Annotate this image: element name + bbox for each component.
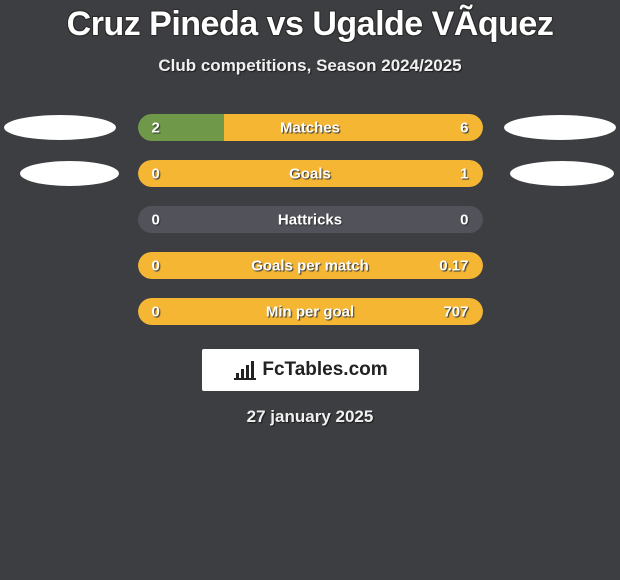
stat-bar: 0 0.17 Goals per match xyxy=(138,252,483,279)
stat-value-left: 0 xyxy=(152,303,160,320)
stat-bar: 2 6 Matches xyxy=(138,114,483,141)
bar-chart-icon xyxy=(232,359,258,381)
subtitle: Club competitions, Season 2024/2025 xyxy=(0,56,620,76)
team-badge-left xyxy=(20,161,119,186)
stat-value-left: 0 xyxy=(152,257,160,274)
team-badge-left xyxy=(4,115,116,140)
stat-value-left: 0 xyxy=(152,211,160,228)
stats-rows: 2 6 Matches 0 1 Goals 0 0 Hattricks 0 0.17 Goals pe… xyxy=(0,114,620,325)
logo-box: FcTables.com xyxy=(202,349,419,391)
stat-row: 0 707 Min per goal xyxy=(0,298,620,325)
stat-label: Min per goal xyxy=(266,303,354,320)
main-container: Cruz Pineda vs Ugalde VÃquez Club compet… xyxy=(0,0,620,427)
stat-row: 0 0 Hattricks xyxy=(0,206,620,233)
stat-value-left: 2 xyxy=(152,119,160,136)
stat-value-right: 0.17 xyxy=(439,257,468,274)
stat-label: Goals xyxy=(289,165,331,182)
logo-text: FcTables.com xyxy=(262,359,387,381)
stat-label: Goals per match xyxy=(251,257,369,274)
stat-row: 0 0.17 Goals per match xyxy=(0,252,620,279)
page-title: Cruz Pineda vs Ugalde VÃquez xyxy=(0,5,620,44)
stat-bar: 0 0 Hattricks xyxy=(138,206,483,233)
stat-bar: 0 707 Min per goal xyxy=(138,298,483,325)
stat-value-right: 6 xyxy=(460,119,468,136)
stat-row: 0 1 Goals xyxy=(0,160,620,187)
team-badge-right xyxy=(504,115,616,140)
stat-label: Matches xyxy=(280,119,340,136)
stat-bar: 0 1 Goals xyxy=(138,160,483,187)
stat-value-right: 707 xyxy=(443,303,468,320)
stat-label: Hattricks xyxy=(278,211,342,228)
stat-value-left: 0 xyxy=(152,165,160,182)
stat-value-right: 0 xyxy=(460,211,468,228)
date-text: 27 january 2025 xyxy=(0,407,620,427)
team-badge-right xyxy=(510,161,614,186)
stat-row: 2 6 Matches xyxy=(0,114,620,141)
stat-value-right: 1 xyxy=(460,165,468,182)
